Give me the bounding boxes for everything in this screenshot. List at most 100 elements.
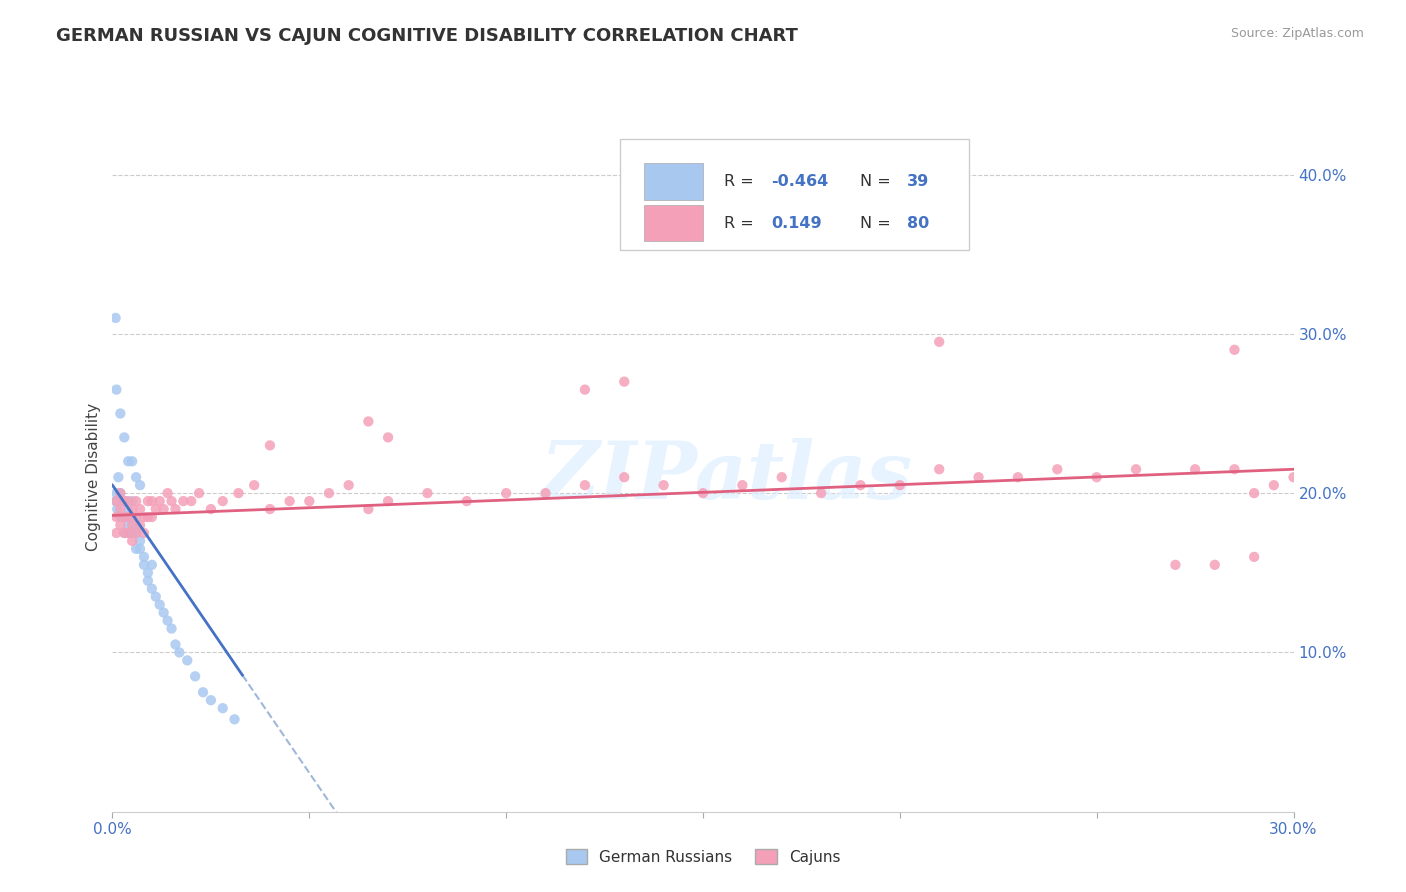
Point (110, 502, 132, 516)
Point (117, 510, 139, 524)
Point (145, 590, 167, 604)
Text: R =: R = (724, 174, 759, 189)
Point (574, 383, 596, 397)
Point (112, 510, 135, 524)
Point (132, 549, 155, 564)
Point (136, 566, 159, 580)
Point (169, 645, 191, 659)
Point (152, 502, 174, 516)
Point (112, 494, 135, 508)
Point (132, 526, 155, 541)
Point (1046, 462, 1069, 476)
Point (145, 502, 167, 516)
Point (121, 510, 143, 524)
Point (165, 637, 187, 651)
Point (337, 478, 360, 492)
Point (1263, 478, 1285, 492)
Point (770, 470, 793, 484)
Point (121, 533, 143, 548)
Point (141, 494, 163, 508)
Point (810, 486, 832, 500)
Point (172, 494, 194, 508)
Point (1243, 486, 1265, 500)
Point (1184, 462, 1206, 476)
Point (180, 494, 202, 508)
Point (613, 375, 636, 389)
Point (149, 598, 172, 612)
Point (156, 486, 179, 500)
Legend: German Russians, Cajuns: German Russians, Cajuns (560, 843, 846, 871)
Point (110, 518, 132, 533)
Point (110, 486, 132, 500)
Point (1282, 470, 1305, 484)
Point (105, 510, 128, 524)
Point (125, 510, 148, 524)
Point (200, 502, 222, 516)
Point (1007, 470, 1029, 484)
Point (1125, 462, 1147, 476)
Bar (644, 204, 703, 242)
Point (1164, 558, 1187, 572)
Point (224, 712, 246, 726)
Point (125, 494, 148, 508)
Point (967, 470, 990, 484)
Point (160, 494, 183, 508)
Text: R =: R = (724, 216, 759, 231)
Point (132, 558, 155, 572)
Point (117, 518, 139, 533)
Point (278, 494, 301, 508)
Point (112, 510, 135, 524)
Point (110, 407, 132, 421)
Point (1085, 470, 1108, 484)
Point (141, 558, 163, 572)
Point (849, 478, 872, 492)
Point (165, 502, 187, 516)
Point (298, 494, 321, 508)
Point (731, 478, 754, 492)
Point (141, 582, 163, 596)
Point (152, 606, 174, 620)
Point (357, 502, 380, 516)
Point (117, 526, 139, 541)
Point (1223, 462, 1246, 476)
Point (117, 526, 139, 541)
Point (117, 454, 139, 468)
Point (928, 334, 950, 349)
Point (184, 669, 207, 683)
Point (136, 494, 159, 508)
Point (200, 693, 222, 707)
Text: 80: 80 (907, 216, 929, 231)
Text: N =: N = (860, 174, 896, 189)
Point (1204, 558, 1226, 572)
Point (125, 470, 148, 484)
Text: ZIPatlas: ZIPatlas (540, 439, 912, 516)
Point (132, 510, 155, 524)
Point (318, 486, 340, 500)
Point (243, 478, 266, 492)
Text: Source: ZipAtlas.com: Source: ZipAtlas.com (1230, 27, 1364, 40)
Point (129, 533, 152, 548)
Point (574, 478, 596, 492)
Point (121, 502, 143, 516)
Point (117, 502, 139, 516)
Point (416, 486, 439, 500)
Text: 39: 39 (907, 174, 929, 189)
Point (377, 430, 399, 444)
FancyBboxPatch shape (620, 139, 969, 250)
Point (112, 430, 135, 444)
Point (211, 494, 233, 508)
Point (228, 486, 250, 500)
Text: GERMAN RUSSIAN VS CAJUN COGNITIVE DISABILITY CORRELATION CHART: GERMAN RUSSIAN VS CAJUN COGNITIVE DISABI… (56, 27, 799, 45)
Point (1223, 343, 1246, 357)
Point (377, 494, 399, 508)
Text: N =: N = (860, 216, 896, 231)
Point (104, 310, 127, 325)
Point (125, 526, 148, 541)
Point (105, 526, 128, 541)
Point (692, 486, 714, 500)
Point (357, 414, 380, 429)
Point (121, 526, 143, 541)
Point (129, 502, 152, 516)
Point (534, 486, 557, 500)
Point (141, 510, 163, 524)
